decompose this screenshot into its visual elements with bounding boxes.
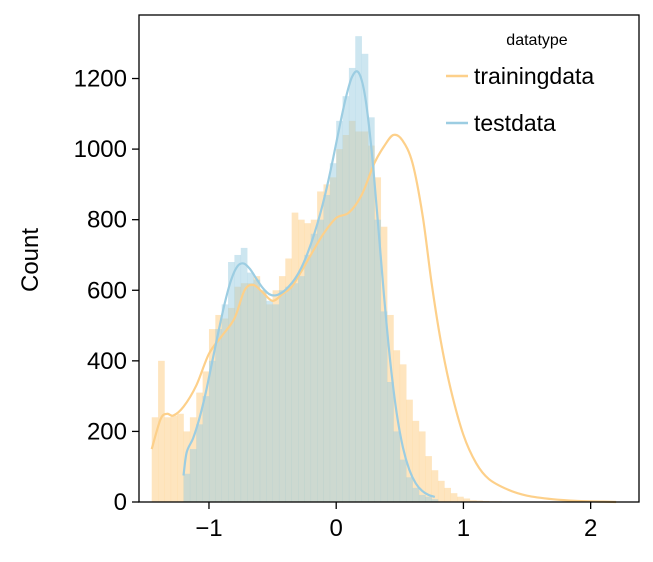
testdata-bar	[412, 487, 420, 502]
y-tick-label: 0	[114, 489, 127, 516]
testdata-bar	[355, 36, 362, 503]
testdata-bar	[285, 286, 292, 502]
testdata-bar	[399, 459, 407, 502]
trainingdata-bar	[469, 500, 477, 502]
trainingdata-bar	[183, 431, 191, 502]
trainingdata-bar	[158, 360, 165, 502]
y-tick-label: 600	[87, 277, 127, 304]
trainingdata-bar	[418, 431, 426, 502]
testdata-bar	[189, 449, 197, 502]
testdata-bar	[336, 120, 343, 503]
testdata-bar	[272, 304, 280, 502]
testdata-bar	[253, 279, 261, 502]
testdata-bar	[240, 247, 248, 502]
testdata-bar	[374, 219, 382, 502]
y-axis: 0 200 400 600 800 1000 1200	[74, 66, 139, 516]
trainingdata-bar	[151, 417, 159, 502]
trainingdata-bar	[406, 399, 413, 502]
testdata-bar	[298, 276, 305, 502]
testdata-bar	[393, 431, 401, 502]
testdata-kde-line	[182, 70, 436, 498]
trainingdata-bar	[437, 480, 445, 502]
y-tick-label: 400	[87, 348, 127, 375]
trainingdata-bar	[444, 487, 451, 502]
testdata-bar	[304, 254, 312, 502]
x-tick-label: 1	[457, 515, 470, 542]
trainingdata-bar	[177, 413, 184, 502]
testdata-bar	[291, 283, 299, 502]
testdata-bar	[221, 304, 229, 502]
testdata-bar	[196, 424, 203, 502]
testdata-bar	[418, 494, 426, 502]
trainingdata-bar	[170, 415, 178, 502]
trainingdata-kde-line	[150, 133, 617, 504]
testdata-bar	[259, 290, 267, 502]
trainingdata-bar	[399, 364, 407, 502]
trainingdata-bar	[412, 420, 420, 502]
testdata-bar	[228, 262, 235, 502]
testdata-bar	[387, 382, 394, 502]
trainingdata-bar	[457, 496, 464, 502]
testdata-bar	[247, 272, 254, 502]
plot-area	[150, 36, 617, 504]
plot-frame	[138, 14, 640, 503]
x-tick-label: 0	[330, 515, 343, 542]
testdata-bar	[234, 254, 242, 502]
trainingdata-bar	[393, 350, 401, 502]
testdata-bar	[329, 163, 337, 502]
y-tick-label: 1000	[74, 136, 127, 163]
testdata-bar	[266, 300, 273, 502]
legend: datatype trainingdata testdata	[446, 32, 594, 136]
testdata-bar	[348, 67, 356, 503]
trainingdata-bar	[425, 456, 432, 502]
y-tick-label: 200	[87, 418, 127, 445]
testdata-bars	[183, 36, 439, 503]
legend-title: datatype	[506, 32, 567, 49]
testdata-bar	[425, 496, 432, 502]
x-tick-label: 2	[584, 515, 597, 542]
testdata-bar	[368, 117, 375, 502]
testdata-bar	[208, 360, 216, 502]
testdata-bar	[317, 219, 324, 502]
x-tick-label: −1	[195, 515, 222, 542]
testdata-bar	[310, 233, 318, 503]
trainingdata-bar	[450, 493, 458, 502]
testdata-bar	[215, 329, 222, 502]
testdata-bar	[361, 53, 369, 502]
testdata-bar	[342, 96, 350, 503]
trainingdata-bar	[431, 470, 439, 502]
trainingdata-bar	[164, 417, 172, 502]
testdata-bar	[278, 290, 286, 502]
y-tick-label: 800	[87, 207, 127, 234]
y-tick-label: 1200	[74, 66, 127, 93]
testdata-bar	[431, 499, 439, 502]
testdata-bar	[406, 477, 413, 502]
testdata-bar	[202, 396, 210, 502]
testdata-bar	[323, 194, 331, 503]
testdata-bar	[183, 473, 191, 502]
testdata-bar	[380, 311, 388, 502]
legend-label-testdata: testdata	[474, 110, 556, 136]
trainingdata-bar	[476, 500, 483, 502]
legend-label-trainingdata: trainingdata	[474, 63, 594, 89]
x-axis: −1 0 1 2	[195, 502, 597, 542]
y-axis-label: Count	[17, 228, 44, 292]
trainingdata-bar	[463, 498, 471, 502]
